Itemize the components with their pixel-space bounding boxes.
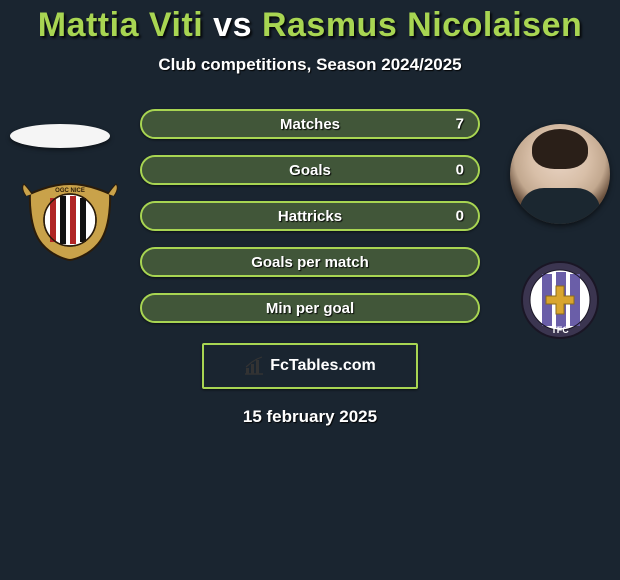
stat-value: 0 — [456, 162, 464, 179]
date-text: 15 february 2025 — [0, 407, 620, 427]
stat-row-min-per-goal: Min per goal — [140, 293, 480, 323]
stats-list: Matches 7 Goals 0 Hattricks 0 Goals per … — [140, 109, 480, 323]
club2-badge: TFC — [520, 260, 600, 340]
page-title: Mattia Viti vs Rasmus Nicolaisen — [0, 6, 620, 45]
brand-text: FcTables.com — [270, 357, 376, 375]
club1-badge: OGC NICE — [20, 180, 120, 262]
svg-text:OGC NICE: OGC NICE — [55, 188, 85, 194]
stat-row-goals: Goals 0 — [140, 155, 480, 185]
stat-value: 0 — [456, 208, 464, 225]
bar-chart-icon — [244, 356, 264, 376]
player1-photo — [10, 124, 110, 148]
svg-text:TFC: TFC — [551, 325, 569, 335]
stat-row-goals-per-match: Goals per match — [140, 247, 480, 277]
brand-box[interactable]: FcTables.com — [202, 343, 418, 389]
comparison-card: Mattia Viti vs Rasmus Nicolaisen Club co… — [0, 0, 620, 580]
stat-label: Goals per match — [251, 254, 369, 271]
title-player1: Mattia Viti — [38, 6, 203, 44]
stat-label: Goals — [289, 162, 331, 179]
stat-label: Matches — [280, 116, 340, 133]
stat-label: Min per goal — [266, 300, 354, 317]
stat-label: Hattricks — [278, 208, 342, 225]
title-player2: Rasmus Nicolaisen — [262, 6, 582, 44]
subtitle: Club competitions, Season 2024/2025 — [0, 55, 620, 75]
title-vs: vs — [213, 6, 252, 44]
player2-photo — [510, 124, 610, 224]
stat-row-hattricks: Hattricks 0 — [140, 201, 480, 231]
stat-row-matches: Matches 7 — [140, 109, 480, 139]
stat-value: 7 — [456, 116, 464, 133]
